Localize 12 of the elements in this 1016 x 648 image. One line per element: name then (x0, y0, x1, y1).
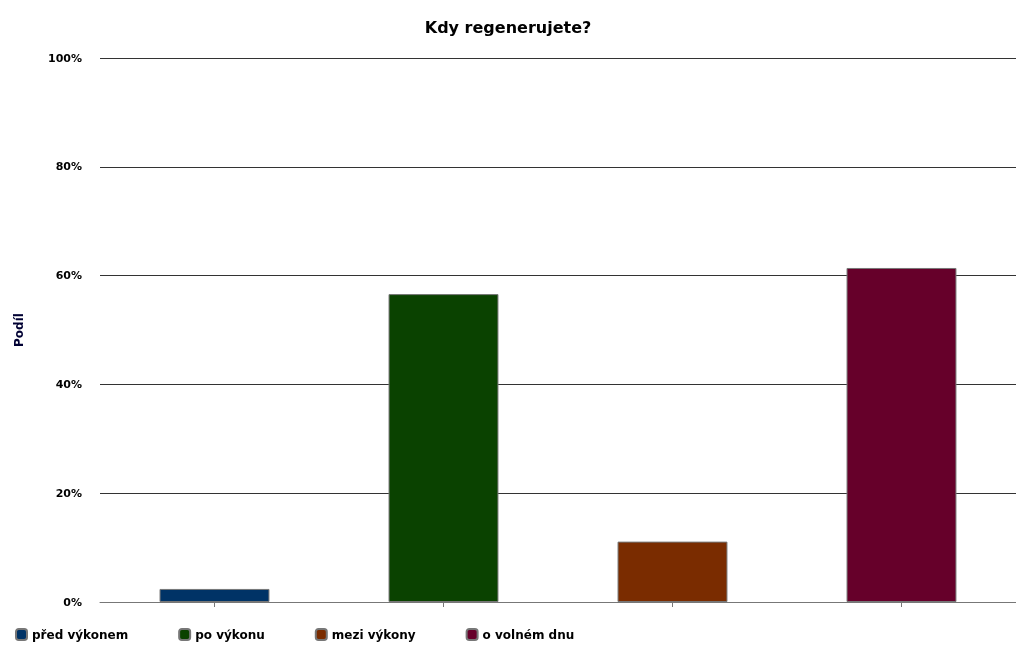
legend-label: o volném dnu (482, 627, 575, 642)
y-tick-label: 100% (48, 51, 82, 65)
legend-label: před výkonem (32, 627, 129, 642)
y-tick-label: 0% (63, 595, 82, 609)
y-tick-label: 20% (55, 486, 82, 500)
y-tick-label: 60% (55, 269, 82, 283)
y-tick-label: 40% (55, 377, 82, 391)
y-axis-title: Podíl (12, 313, 26, 347)
legend-label: mezi výkony (331, 627, 416, 642)
chart-title: Kdy regenerujete? (424, 17, 592, 37)
y-tick-label: 80% (55, 160, 82, 174)
legend-label: po výkonu (195, 627, 265, 642)
